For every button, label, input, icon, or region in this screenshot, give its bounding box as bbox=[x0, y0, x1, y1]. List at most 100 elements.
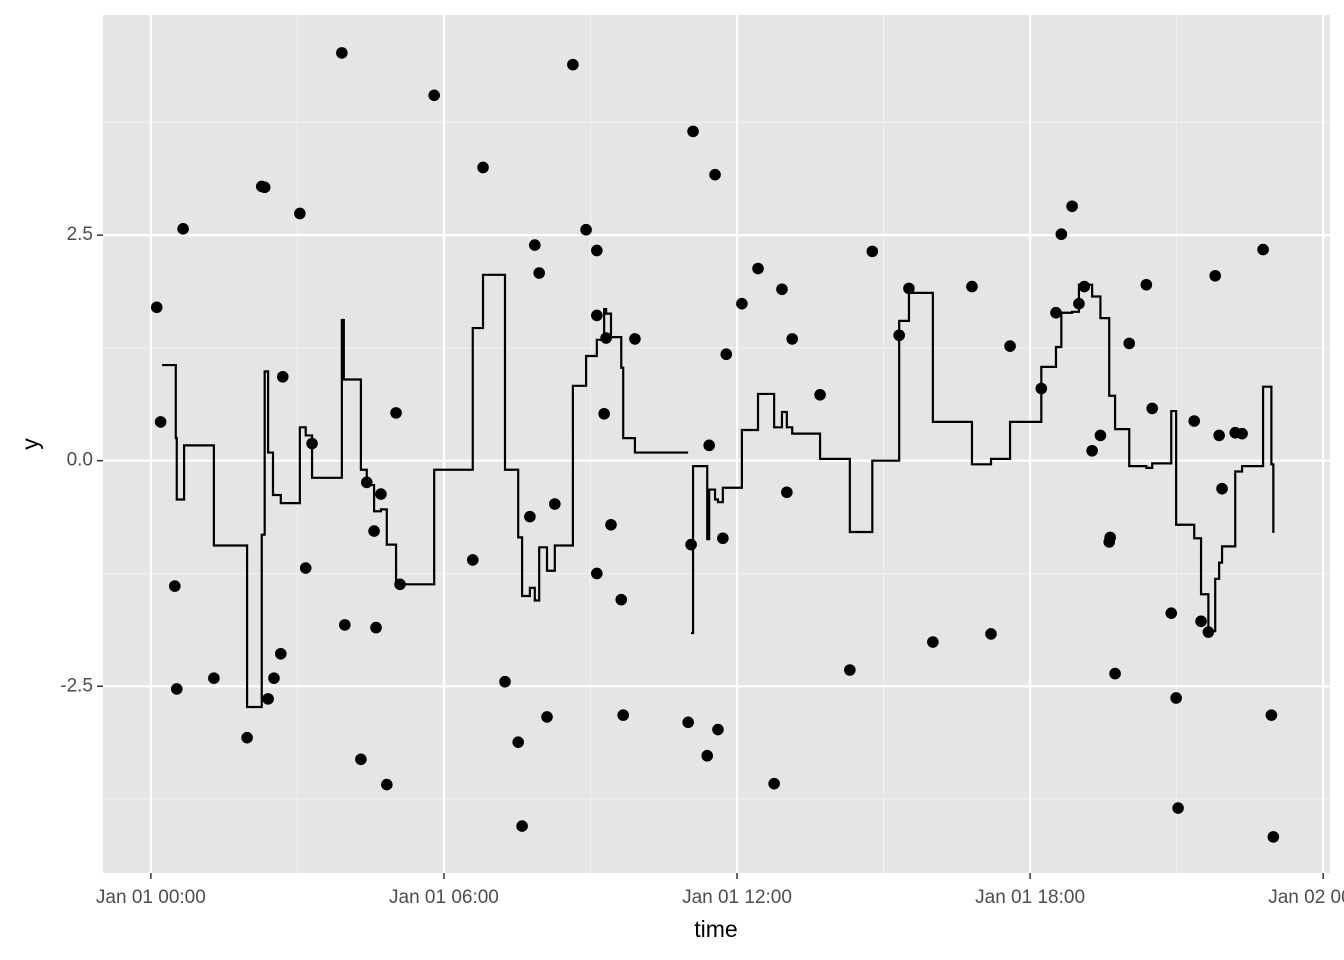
point bbox=[605, 518, 617, 531]
point bbox=[966, 280, 978, 293]
point bbox=[170, 683, 183, 695]
x-tick-label: Jan 01 18:00 bbox=[975, 887, 1085, 908]
point bbox=[1078, 280, 1091, 293]
point bbox=[1050, 306, 1062, 319]
point bbox=[781, 486, 793, 499]
point bbox=[709, 168, 721, 181]
point bbox=[1195, 615, 1207, 628]
point bbox=[1004, 340, 1016, 352]
point bbox=[516, 820, 528, 832]
point bbox=[541, 711, 553, 723]
point bbox=[375, 488, 387, 500]
point bbox=[682, 716, 694, 729]
point bbox=[1055, 228, 1068, 241]
point bbox=[567, 58, 579, 71]
point bbox=[294, 207, 306, 220]
point bbox=[1213, 429, 1225, 442]
point bbox=[580, 223, 592, 236]
y-tick-label: -2.5 bbox=[60, 675, 93, 696]
point bbox=[466, 554, 479, 566]
point bbox=[299, 562, 312, 574]
point bbox=[1216, 482, 1228, 495]
point bbox=[258, 181, 271, 194]
point bbox=[338, 619, 351, 631]
point bbox=[1188, 415, 1201, 427]
point bbox=[591, 244, 603, 257]
point bbox=[768, 777, 780, 790]
point bbox=[617, 709, 630, 721]
point bbox=[276, 370, 289, 383]
point bbox=[615, 593, 628, 606]
point bbox=[208, 672, 220, 684]
point bbox=[1094, 429, 1107, 442]
y-axis-title: y bbox=[17, 438, 43, 450]
point bbox=[1165, 607, 1178, 619]
point bbox=[786, 333, 799, 345]
point bbox=[844, 664, 856, 676]
point bbox=[712, 723, 724, 736]
point bbox=[336, 47, 348, 59]
point bbox=[1066, 200, 1078, 213]
point bbox=[717, 532, 729, 545]
point bbox=[776, 283, 788, 296]
x-tick-label: Jan 02 00:00 bbox=[1268, 887, 1344, 908]
point bbox=[752, 262, 764, 275]
point bbox=[814, 389, 826, 401]
point bbox=[903, 282, 915, 295]
point bbox=[1236, 427, 1248, 440]
point bbox=[1086, 444, 1098, 457]
point bbox=[866, 245, 879, 258]
point bbox=[985, 628, 997, 640]
point bbox=[169, 580, 181, 592]
x-tick-label: Jan 01 00:00 bbox=[96, 887, 206, 908]
point bbox=[512, 736, 524, 748]
point bbox=[1170, 692, 1182, 704]
point bbox=[499, 675, 511, 688]
point bbox=[1104, 531, 1116, 544]
point bbox=[703, 439, 715, 452]
point bbox=[927, 636, 939, 648]
point bbox=[720, 348, 733, 361]
point bbox=[1172, 802, 1184, 814]
point bbox=[368, 525, 380, 537]
point bbox=[533, 267, 545, 279]
point bbox=[355, 753, 367, 766]
point bbox=[177, 223, 189, 235]
point bbox=[524, 510, 536, 523]
point bbox=[274, 647, 287, 660]
point bbox=[380, 778, 393, 791]
point bbox=[736, 297, 748, 310]
point bbox=[390, 407, 402, 419]
point bbox=[268, 672, 280, 684]
point bbox=[549, 498, 561, 510]
point bbox=[370, 621, 382, 634]
point bbox=[154, 416, 167, 428]
point bbox=[685, 538, 697, 551]
point bbox=[591, 309, 603, 322]
point bbox=[1140, 278, 1153, 291]
point bbox=[598, 407, 610, 420]
point bbox=[1209, 269, 1222, 282]
x-tick-label: Jan 01 06:00 bbox=[389, 887, 499, 908]
point bbox=[1265, 709, 1278, 721]
point bbox=[1146, 402, 1159, 415]
point bbox=[591, 567, 603, 580]
x-tick-label: Jan 01 12:00 bbox=[682, 887, 792, 908]
point bbox=[629, 333, 641, 345]
point bbox=[1123, 337, 1136, 350]
point bbox=[528, 239, 541, 251]
point bbox=[477, 161, 489, 174]
step-line bbox=[162, 273, 1275, 709]
point bbox=[150, 301, 163, 314]
y-tick-label: 2.5 bbox=[67, 224, 93, 245]
point bbox=[1109, 667, 1121, 680]
x-axis-title: time bbox=[694, 916, 737, 942]
point bbox=[241, 731, 253, 744]
point bbox=[1257, 243, 1269, 256]
point bbox=[262, 693, 274, 705]
point bbox=[687, 125, 699, 138]
point bbox=[701, 749, 714, 762]
y-tick-label: 0.0 bbox=[67, 450, 93, 471]
